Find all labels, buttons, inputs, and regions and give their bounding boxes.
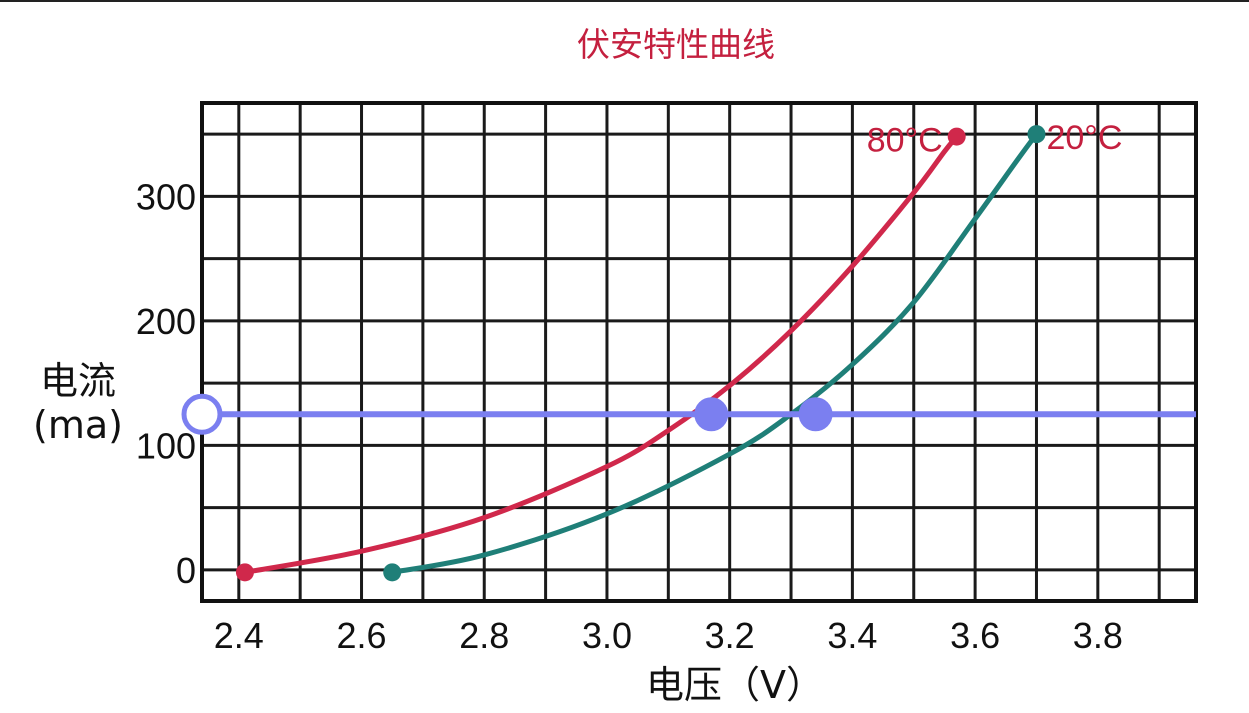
y-axis-label-line1: 电流	[40, 359, 116, 403]
series-end-point-20C	[1027, 125, 1046, 144]
x-tick-label: 3.4	[827, 615, 877, 656]
y-tick-label: 100	[136, 425, 196, 466]
y-axis-label-line2: (ma)	[33, 403, 123, 447]
x-tick-label: 3.0	[582, 615, 632, 656]
chart-title: 伏安特性曲线	[577, 25, 775, 64]
series-start-point-80C	[235, 563, 254, 582]
plot-frame	[200, 101, 1198, 603]
grid	[202, 103, 1196, 601]
x-axis-label: 电压（V）	[646, 663, 824, 707]
series-label-20C: 20°C	[1046, 119, 1122, 157]
x-tick-label: 2.6	[337, 615, 387, 656]
y-tick-label: 300	[136, 176, 196, 217]
x-tick-label: 3.8	[1073, 615, 1123, 656]
tick-labels: 2.4 2.6 2.8 3.0 3.2 3.4 3.6 3.8 0 100 200 300	[136, 176, 1123, 656]
top-border-line	[0, 0, 1249, 2]
x-tick-label: 3.2	[705, 615, 755, 656]
y-tick-label: 200	[136, 301, 196, 342]
series-label-80C: 80°C	[867, 122, 943, 160]
series-start-point-20C	[383, 563, 402, 582]
series-layer: 80°C 20°C	[235, 119, 1122, 582]
intersection-point-2	[798, 397, 833, 432]
x-tick-label: 2.4	[214, 615, 264, 656]
y-tick-label: 0	[176, 550, 196, 591]
series-end-point-80C	[947, 127, 966, 146]
intersection-point-1	[694, 397, 729, 432]
x-tick-label: 3.6	[950, 615, 1000, 656]
x-tick-label: 2.8	[459, 615, 509, 656]
reference-line-handle	[181, 393, 223, 435]
reference-layer	[181, 393, 1196, 435]
